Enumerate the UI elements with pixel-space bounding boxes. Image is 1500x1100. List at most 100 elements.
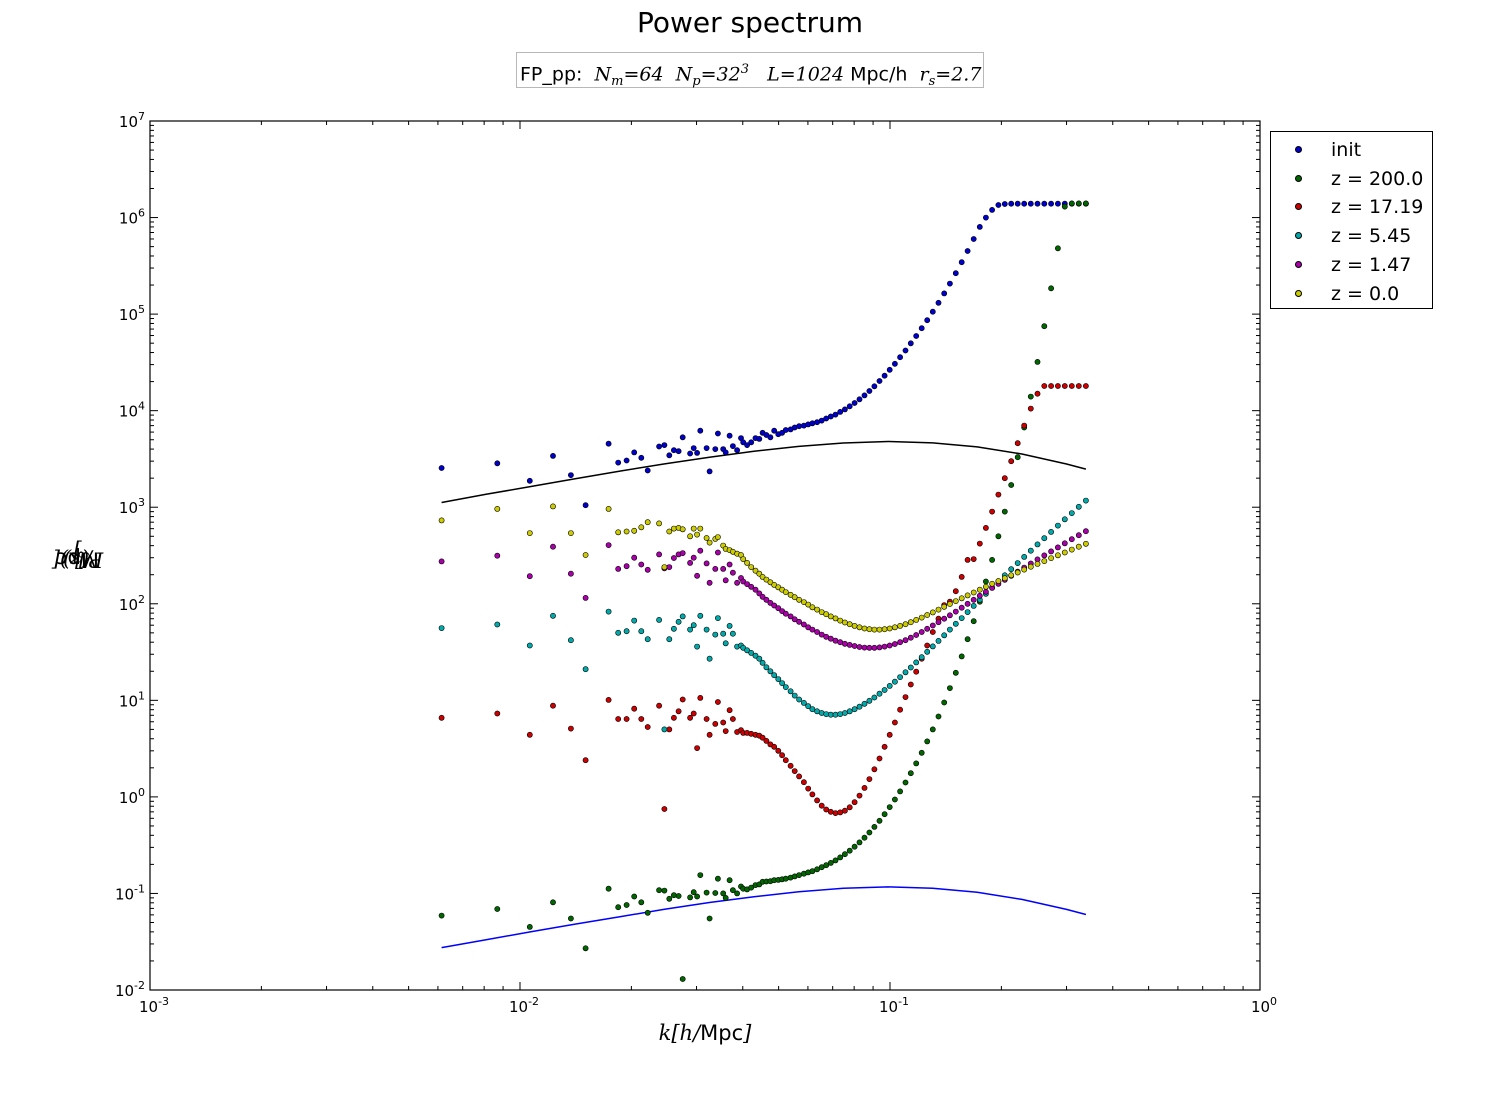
point-series-2-37 bbox=[759, 734, 766, 741]
point-series-3-74 bbox=[935, 638, 942, 644]
annotation-rs-value: =2.7 bbox=[935, 63, 982, 86]
point-series-2-57 bbox=[846, 804, 853, 811]
point-series-0-67 bbox=[897, 354, 903, 361]
point-series-3-16 bbox=[675, 618, 682, 625]
point-series-0-28 bbox=[726, 432, 733, 439]
point-series-5-13 bbox=[661, 564, 668, 570]
annotation-rs-symbol: r bbox=[919, 63, 929, 86]
point-series-3-78 bbox=[958, 615, 965, 621]
point-series-1-21 bbox=[697, 872, 704, 878]
point-series-5-15 bbox=[671, 525, 677, 532]
point-series-1-92 bbox=[1048, 285, 1054, 292]
point-series-0-6 bbox=[605, 440, 612, 447]
point-series-1-24 bbox=[712, 890, 719, 896]
point-series-0-76 bbox=[947, 280, 953, 287]
point-series-1-11 bbox=[644, 909, 651, 916]
point-series-5-4 bbox=[568, 530, 574, 536]
point-series-5-25 bbox=[715, 534, 721, 540]
point-series-2-15 bbox=[671, 714, 677, 721]
point-series-3-44 bbox=[787, 688, 794, 695]
point-series-3-66 bbox=[892, 678, 898, 685]
point-series-0-8 bbox=[623, 457, 630, 464]
point-series-2-80 bbox=[970, 556, 977, 562]
point-series-1-74 bbox=[935, 713, 942, 720]
point-series-0-85 bbox=[1001, 201, 1008, 207]
point-series-0-0 bbox=[438, 465, 445, 471]
point-series-5-84 bbox=[995, 578, 1002, 584]
point-series-5-49 bbox=[809, 604, 816, 611]
annotation-l-unit: Mpc/h bbox=[850, 63, 908, 86]
y-tick-label-6: 104 bbox=[119, 400, 145, 421]
point-series-2-22 bbox=[703, 716, 710, 722]
point-series-0-46 bbox=[796, 423, 802, 430]
point-series-2-46 bbox=[796, 773, 802, 780]
point-series-3-73 bbox=[929, 643, 936, 650]
point-series-1-5 bbox=[582, 945, 589, 952]
point-series-3-60 bbox=[861, 700, 868, 707]
point-series-3-79 bbox=[964, 609, 971, 615]
point-series-4-41 bbox=[775, 605, 782, 612]
point-series-2-21 bbox=[697, 695, 704, 701]
point-series-3-59 bbox=[856, 703, 863, 710]
point-series-1-57 bbox=[846, 847, 853, 854]
point-series-3-27 bbox=[722, 640, 729, 647]
point-series-5-57 bbox=[846, 621, 853, 628]
point-series-3-19 bbox=[690, 622, 697, 629]
point-series-2-7 bbox=[615, 716, 622, 722]
point-series-4-78 bbox=[958, 604, 965, 611]
point-series-2-12 bbox=[656, 702, 662, 709]
point-series-3-11 bbox=[644, 636, 651, 643]
point-series-2-79 bbox=[964, 557, 971, 563]
point-series-2-45 bbox=[791, 768, 798, 774]
point-series-2-16 bbox=[675, 708, 682, 715]
point-series-5-86 bbox=[1008, 572, 1015, 579]
point-series-4-1 bbox=[494, 552, 501, 559]
point-series-4-27 bbox=[722, 577, 729, 584]
point-series-2-92 bbox=[1048, 383, 1054, 389]
point-series-4-45 bbox=[791, 616, 798, 623]
point-series-0-17 bbox=[679, 434, 686, 441]
point-series-5-66 bbox=[892, 624, 898, 631]
point-series-2-88 bbox=[1021, 422, 1028, 429]
point-series-4-15 bbox=[671, 555, 677, 561]
point-series-4-93 bbox=[1055, 544, 1061, 551]
x-axis-label: k[h/Mpc] bbox=[560, 1021, 850, 1045]
point-series-3-2 bbox=[526, 642, 533, 649]
point-series-5-52 bbox=[823, 611, 830, 618]
point-series-1-25 bbox=[715, 875, 721, 882]
point-series-2-44 bbox=[787, 762, 794, 769]
y-tick-label-7: 105 bbox=[119, 303, 145, 324]
point-series-1-8 bbox=[623, 902, 630, 908]
point-series-4-79 bbox=[964, 600, 971, 607]
point-series-3-88 bbox=[1021, 554, 1028, 560]
point-series-0-81 bbox=[976, 223, 983, 230]
point-series-2-72 bbox=[924, 642, 931, 649]
point-series-0-19 bbox=[690, 445, 697, 451]
point-series-5-92 bbox=[1048, 555, 1054, 561]
point-series-1-82 bbox=[983, 578, 989, 585]
point-series-1-10 bbox=[638, 899, 645, 906]
point-series-2-4 bbox=[568, 725, 574, 732]
point-series-1-87 bbox=[1014, 454, 1021, 461]
point-series-4-2 bbox=[526, 573, 533, 580]
point-series-1-17 bbox=[679, 976, 686, 982]
point-series-1-67 bbox=[897, 788, 903, 795]
annotation-np-exp: 3 bbox=[740, 62, 750, 77]
point-series-0-58 bbox=[851, 400, 858, 406]
point-series-0-79 bbox=[964, 248, 971, 254]
y-tick-label-2: 100 bbox=[119, 786, 145, 807]
point-series-3-86 bbox=[1008, 566, 1015, 573]
point-series-5-20 bbox=[694, 531, 700, 538]
annotation-nm-sub: m bbox=[611, 74, 624, 90]
point-series-0-43 bbox=[782, 427, 789, 433]
point-series-3-70 bbox=[913, 659, 920, 666]
point-series-4-32 bbox=[740, 578, 747, 585]
point-series-5-60 bbox=[861, 625, 868, 632]
point-series-0-93 bbox=[1055, 200, 1061, 207]
point-series-0-32 bbox=[740, 439, 747, 446]
point-series-5-75 bbox=[941, 603, 948, 610]
point-series-2-93 bbox=[1055, 383, 1061, 389]
point-series-3-39 bbox=[767, 668, 774, 675]
point-series-3-33 bbox=[744, 647, 750, 654]
point-series-4-4 bbox=[568, 570, 574, 577]
